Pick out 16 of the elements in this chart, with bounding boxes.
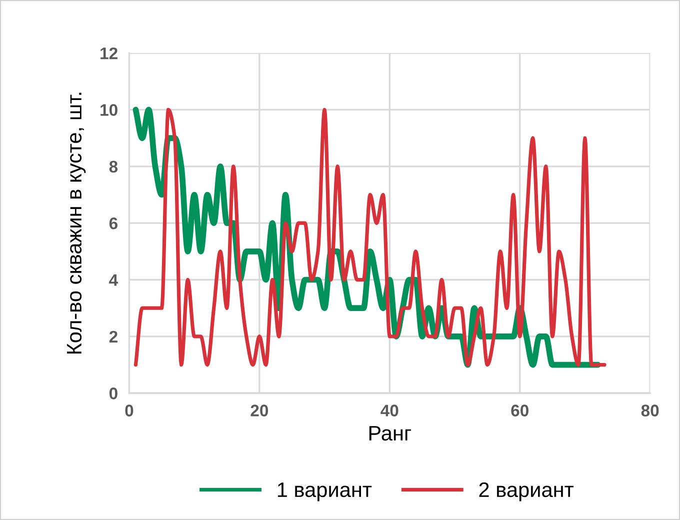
y-tick-label: 2 [109, 330, 118, 342]
y-tick-label: 8 [109, 160, 118, 173]
y-tick-label: 6 [109, 217, 118, 230]
y-tick-label: 0 [109, 388, 118, 400]
x-tick-label: 60 [511, 404, 528, 416]
y-tick-label: 10 [100, 104, 118, 116]
x-tick-label: 0 [125, 404, 134, 416]
y-tick-label: 12 [100, 47, 118, 60]
x-tick-label: 40 [380, 404, 398, 416]
legend-label: 2 вариант [479, 482, 574, 502]
y-axis-title: Кол-во скважин в кусте, шт. [67, 92, 86, 354]
x-axis-title: Ранг [369, 426, 411, 441]
x-tick-label: 20 [250, 404, 268, 416]
y-tick-label: 4 [109, 274, 118, 286]
x-tick-label: 80 [641, 404, 659, 416]
legend-label: 1 вариант [278, 482, 372, 502]
